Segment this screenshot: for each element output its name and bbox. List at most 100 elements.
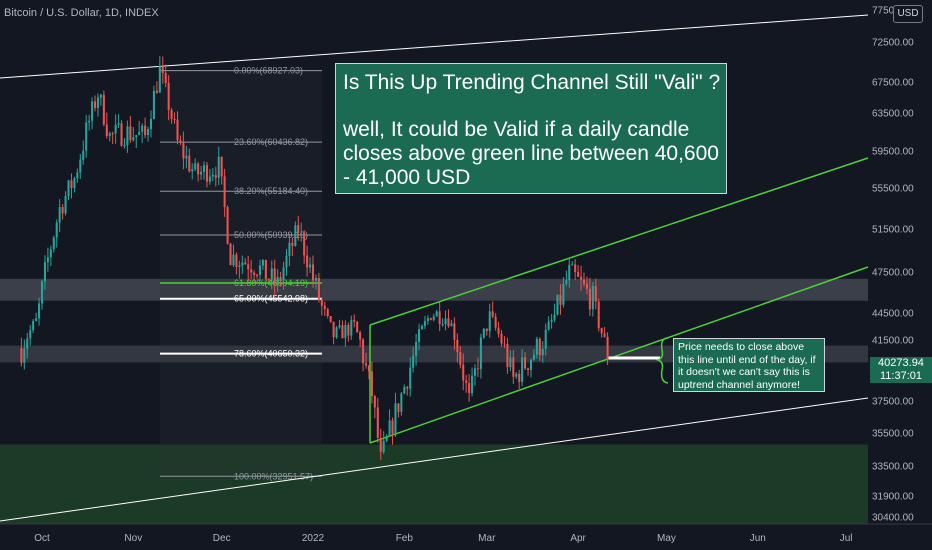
lower-trendline[interactable] xyxy=(0,397,869,522)
candle-body xyxy=(261,259,264,266)
candle-body xyxy=(200,171,203,175)
candle-body xyxy=(123,145,126,147)
candle-body xyxy=(205,165,208,182)
candle-body xyxy=(111,133,114,135)
candle-body xyxy=(568,264,571,281)
candle-body xyxy=(509,357,512,368)
candle-body xyxy=(120,123,123,146)
time-axis-label: Oct xyxy=(34,533,50,544)
candle-body xyxy=(52,237,55,250)
candle-body xyxy=(600,328,603,334)
candle-body xyxy=(359,332,362,340)
time-axis-label: May xyxy=(657,533,676,544)
candle-body xyxy=(152,90,155,120)
candle-body xyxy=(291,242,294,246)
candle-body xyxy=(403,386,406,394)
candle-body xyxy=(559,294,562,305)
price-axis-label: 59500.00 xyxy=(872,147,914,158)
analysis-callout[interactable]: Is This Up Trending Channel Still "Vali"… xyxy=(335,63,727,194)
channel-upper-line[interactable] xyxy=(369,157,869,326)
candle-body xyxy=(571,264,574,266)
candle-body xyxy=(459,352,462,365)
candle-body xyxy=(309,264,312,268)
candle-body xyxy=(202,165,206,172)
candle-body xyxy=(444,318,447,325)
candle-body xyxy=(258,265,262,275)
channel-lower-line[interactable] xyxy=(369,266,869,444)
candle-body xyxy=(32,320,35,331)
candle-body xyxy=(512,357,515,377)
candle-body xyxy=(300,232,303,234)
candle-body xyxy=(473,368,477,376)
candle-body xyxy=(388,420,391,436)
candle-body xyxy=(40,281,44,304)
callout-body: well, It could be Valid if a daily candl… xyxy=(343,118,719,189)
candle-body xyxy=(580,276,583,280)
candle-body xyxy=(173,118,176,120)
candle-body xyxy=(282,267,285,281)
candle-body xyxy=(61,207,64,214)
candle-body xyxy=(294,225,297,246)
currency-badge[interactable]: USD xyxy=(893,5,923,23)
candle-body xyxy=(235,254,238,267)
candle-body xyxy=(447,318,450,327)
candle-body xyxy=(524,357,527,369)
candle-body xyxy=(194,163,197,170)
candle-body xyxy=(114,124,117,134)
candle-body xyxy=(170,110,173,119)
candle-body xyxy=(450,323,453,327)
candle-body xyxy=(456,339,459,353)
candle-body xyxy=(247,264,250,270)
last-price-tag: 40273.94 11:37:01 xyxy=(870,357,932,383)
fibonacci-retracement[interactable]: 0.00%(68927.03) 23.60%(60436.82) 38.20%(55… xyxy=(160,66,322,482)
upper-trendline[interactable] xyxy=(0,14,869,79)
candle-body xyxy=(64,195,67,214)
candle-body xyxy=(191,169,194,172)
candle-body xyxy=(418,329,421,342)
candle-body xyxy=(85,122,88,151)
candle-body xyxy=(117,123,120,125)
candle-body xyxy=(147,129,150,136)
candle-body xyxy=(341,325,344,339)
fib-level-label: 0.00%(68927.03) xyxy=(234,66,303,76)
candle-body xyxy=(226,207,229,244)
fib-level-label: 65.00%(45542.98) xyxy=(234,294,308,304)
candle-body xyxy=(379,437,382,452)
time-axis-label: Jul xyxy=(840,533,853,544)
candle-body xyxy=(597,301,600,329)
candle-body xyxy=(485,328,488,332)
candle-body xyxy=(229,243,232,266)
candle-body xyxy=(347,324,350,336)
candle-body xyxy=(465,380,468,384)
price-axis-label: 37500.00 xyxy=(872,397,914,408)
candle-body xyxy=(208,176,211,182)
candle-body xyxy=(356,321,359,333)
candle-body xyxy=(367,365,370,372)
candle-body xyxy=(29,330,32,339)
candle-body xyxy=(244,262,247,265)
fib-level-label: 50.00%(50939.10) xyxy=(234,230,308,240)
candle-body xyxy=(488,311,491,332)
candle-body xyxy=(179,140,182,143)
candle-body xyxy=(362,339,365,364)
candle-body xyxy=(544,329,547,349)
candle-body xyxy=(538,338,541,356)
candle-body xyxy=(385,435,388,441)
fib-level-label: 23.60%(60436.82) xyxy=(234,137,308,147)
callout-title: Is This Up Trending Channel Still "Vali"… xyxy=(343,71,721,94)
candle-body xyxy=(338,325,341,328)
trend-lines[interactable] xyxy=(0,14,869,522)
candle-body xyxy=(400,393,403,412)
candle-body xyxy=(38,303,41,319)
fib-box xyxy=(160,70,322,477)
candle-body xyxy=(406,386,409,389)
note-annotation[interactable]: Price needs to close above this line unt… xyxy=(673,338,825,392)
time-axis-label: Dec xyxy=(213,533,231,544)
candle-body xyxy=(303,232,306,256)
resistance-zone xyxy=(0,278,868,301)
candle-body xyxy=(135,134,138,138)
candle-body xyxy=(158,66,161,93)
candle-body xyxy=(521,357,524,382)
candle-body xyxy=(420,325,424,330)
candle-body xyxy=(273,268,276,285)
